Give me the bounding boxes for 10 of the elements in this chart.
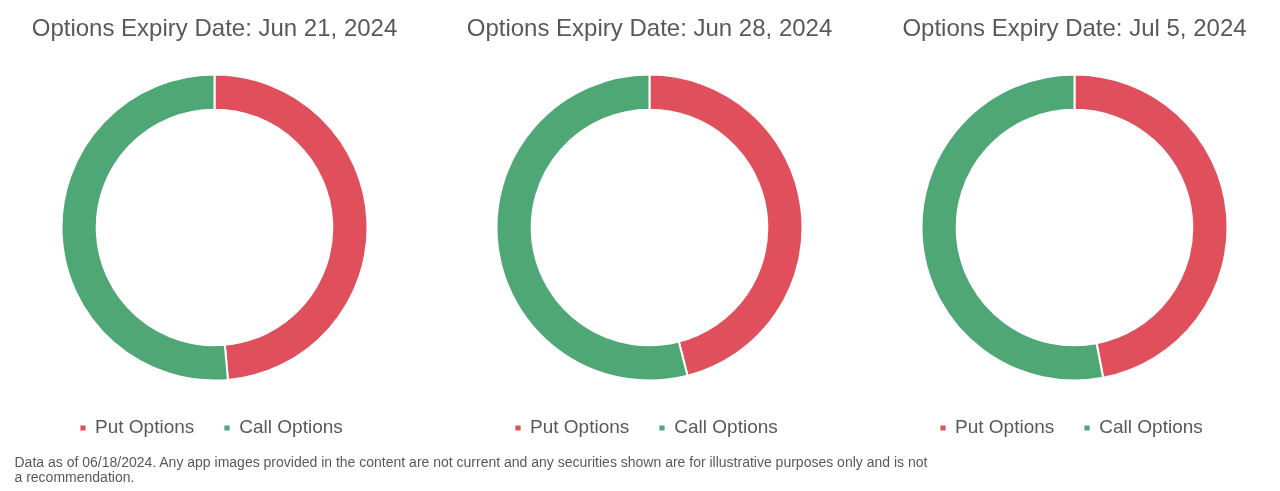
- text: Data as of 06/18/2024. Any app images provided in the content are not current and any securities shown are for illustrative purposes only and is not a recommendation.: [14, 453, 928, 485]
- legend-label: Put Options: [530, 416, 630, 438]
- chart-title: Options Expiry Date: Jul 5, 2024: [902, 14, 1247, 41]
- legend-label: Call Options: [239, 416, 343, 438]
- legend-label: Put Options: [95, 416, 195, 438]
- legend-label: Call Options: [674, 416, 778, 438]
- legend-label: Put Options: [955, 416, 1055, 438]
- chart-title: Options Expiry Date: Jun 28, 2024: [466, 14, 833, 41]
- chart-title: Options Expiry Date: Jun 21, 2024: [31, 14, 398, 41]
- legend-label: Call Options: [1099, 416, 1203, 438]
